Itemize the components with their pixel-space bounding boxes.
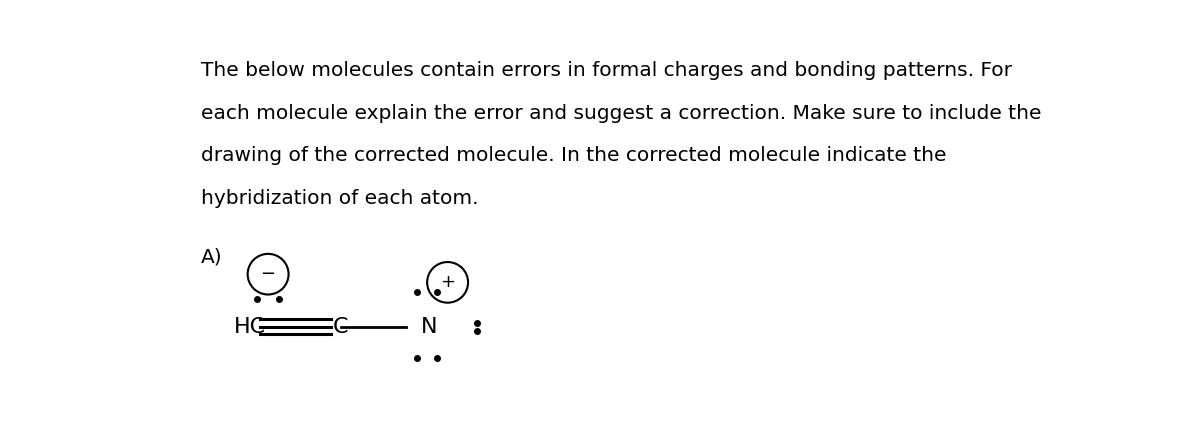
Text: each molecule explain the error and suggest a correction. Make sure to include t: each molecule explain the error and sugg… xyxy=(202,104,1042,123)
Text: HC: HC xyxy=(234,317,266,337)
Text: hybridization of each atom.: hybridization of each atom. xyxy=(202,189,479,208)
Text: drawing of the corrected molecule. In the corrected molecule indicate the: drawing of the corrected molecule. In th… xyxy=(202,146,947,165)
Text: +: + xyxy=(440,273,455,291)
Text: N: N xyxy=(421,317,437,337)
Text: The below molecules contain errors in formal charges and bonding patterns. For: The below molecules contain errors in fo… xyxy=(202,61,1012,80)
Text: A): A) xyxy=(202,248,223,267)
Text: C: C xyxy=(332,317,348,337)
Text: −: − xyxy=(260,265,276,283)
